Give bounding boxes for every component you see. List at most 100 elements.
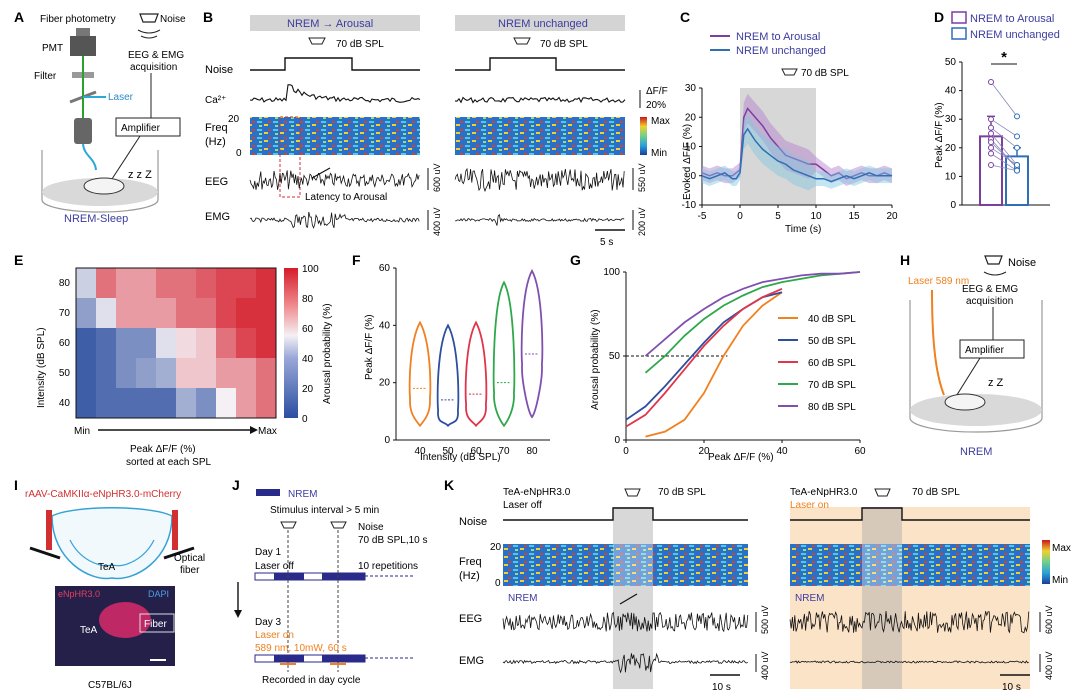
e-heat-cell (216, 388, 237, 419)
k-right-noise-trace (790, 507, 1030, 521)
j-speaker-icon-1 (280, 521, 297, 529)
e-heat-cell (116, 388, 137, 419)
e-heat-cell (256, 388, 277, 419)
d-ytick-label: 50 (945, 57, 957, 68)
e-heat-cell (76, 268, 97, 299)
g-ytick-label: 0 (614, 435, 620, 446)
h-speaker-icon (984, 255, 1003, 265)
e-heat-cell (236, 268, 257, 299)
panel-label-h: H (900, 252, 910, 268)
g-curve-2 (625, 287, 783, 428)
b-left-spectrogram (250, 117, 420, 155)
e-ytick-label: 40 (59, 398, 71, 409)
i-left-optical-fiber (29, 546, 61, 560)
e-ylabel: Intensity (dB SPL) (36, 327, 47, 408)
j-noise-label: Noise (358, 522, 384, 533)
e-heat-cell (116, 328, 137, 359)
c-series-band-1 (702, 114, 892, 191)
k-right-spectrogram (790, 544, 1030, 586)
b-row-freq: Freq (205, 122, 228, 134)
k-right-title-1: TeA-eNpHR3.0 (790, 487, 858, 498)
g-xlabel: Peak ΔF/F (%) (708, 452, 774, 463)
mouse-icon (83, 177, 125, 195)
panel-label-j: J (232, 477, 240, 493)
c-series-line-0 (701, 107, 893, 180)
g-xtick-label: 40 (776, 446, 788, 457)
e-heat-cell (76, 328, 97, 359)
g-xtick-label: 0 (623, 446, 629, 457)
e-heat-cell (116, 298, 137, 329)
objective-lens (74, 118, 92, 144)
e-colorbar (284, 268, 298, 418)
g-legend-label-4: 80 dB SPL (808, 402, 856, 413)
b-freq-max: 20 (228, 114, 240, 125)
e-heat-cell (96, 328, 117, 359)
k-emg-scale-right: 400 uV (1044, 651, 1054, 680)
k-left-emg-trace (502, 652, 749, 674)
f-xtick-label: 50 (442, 446, 454, 457)
f-plot-area: 60 40 20 0 40 50 60 70 80 (379, 263, 550, 457)
k-left-nrem: NREM (508, 593, 537, 604)
panel-label-a: A (14, 9, 24, 25)
amp-wire (109, 135, 141, 183)
b-right-header-bar (455, 15, 625, 31)
panel-c: C NREM to Arousal NREM unchanged 70 dB S… (680, 9, 898, 235)
e-heat-cell (236, 298, 257, 329)
k-freq-min: 0 (495, 578, 501, 589)
b-left-spl: 70 dB SPL (336, 39, 384, 50)
j-noise-params: 70 dB SPL,10 s (358, 535, 428, 546)
g-xtick-label: 20 (698, 446, 710, 457)
d-ytick-label: 0 (950, 200, 956, 211)
b-right-eeg-trace (454, 167, 625, 193)
panel-label-e: E (14, 252, 23, 268)
k-right-time-scale: 10 s (1002, 682, 1021, 693)
d-point-arousal (988, 139, 994, 146)
e-heat-cell (136, 388, 157, 419)
pmt-top (76, 28, 90, 36)
b-left-header-bar (250, 15, 420, 31)
i-fiber-track (139, 613, 175, 633)
h-mouse-icon (944, 393, 986, 411)
e-heat-cell (256, 268, 277, 299)
i-brain-section (51, 507, 173, 580)
d-ylabel: Peak ΔF/F (%) (934, 102, 945, 168)
b-left-eeg-trace (249, 170, 420, 190)
panel-label-d: D (934, 9, 944, 25)
j-laser-on: Laser on (255, 630, 294, 641)
g-legend-label-2: 60 dB SPL (808, 358, 856, 369)
j-recorded: Recorded in day cycle (262, 675, 361, 686)
f-ylabel: Peak ΔF/F (%) (364, 314, 375, 380)
d-pair-line (990, 118, 1018, 137)
h-laser-fiber (931, 289, 945, 396)
panel-label-f: F (352, 252, 361, 268)
f-ytick-label: 0 (384, 435, 390, 446)
d-point-unchanged (1014, 161, 1020, 168)
b-left-speaker-icon (308, 37, 326, 45)
e-heat-cell (136, 268, 157, 299)
c-ytick-label: 20 (685, 112, 697, 123)
h-amp-wire (954, 357, 981, 399)
i-optical-label-2: fiber (180, 565, 200, 576)
k-left-title-2: Laser off (503, 500, 542, 511)
k-right-nrem: NREM (795, 593, 824, 604)
e-heat-cell (176, 268, 197, 299)
zzz-text: z z Z (128, 169, 152, 181)
panel-g: G Arousal probability (%) Peak ΔF/F (%) … (570, 252, 866, 463)
b-row-noise: Noise (205, 64, 233, 76)
i-dapi-label: DAPI (148, 589, 169, 599)
h-laser-label: Laser 589 nm (908, 276, 969, 287)
k-eeg-scale-left: 500 uV (760, 605, 770, 634)
e-ytick-label: 50 (59, 368, 71, 379)
e-heat-frame (75, 267, 277, 419)
h-cage-outline (909, 300, 1043, 433)
k-left-eeg-trace (502, 611, 749, 633)
f-ytick-label: 40 (379, 320, 391, 331)
cage-outline (41, 150, 159, 213)
g-ytick-label: 100 (603, 267, 620, 278)
e-cbar-tick: 100 (302, 264, 319, 275)
k-colorbar (1042, 540, 1050, 584)
i-optical-label-1: Optical (174, 553, 205, 564)
e-heat-cell (96, 358, 117, 389)
k-right-stim-shade (862, 507, 902, 689)
b-latency-box (279, 116, 301, 198)
